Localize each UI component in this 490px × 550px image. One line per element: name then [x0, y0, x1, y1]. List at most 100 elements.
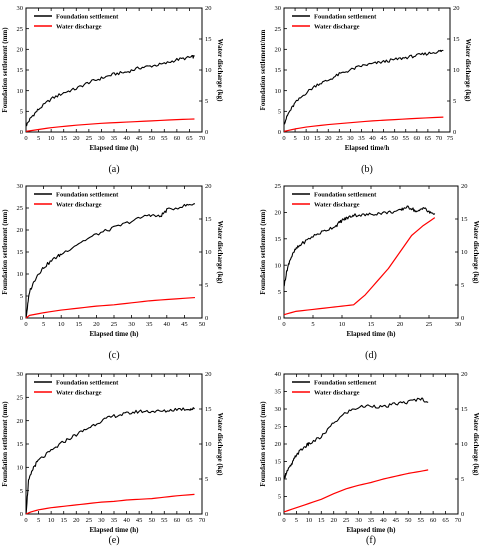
- y-tick-label: 5: [20, 488, 23, 495]
- y-tick-label: 15: [17, 441, 24, 448]
- x-tick-label: 20: [325, 135, 332, 142]
- y2-tick-label: 20: [461, 183, 468, 190]
- x-tick-label: 70: [199, 135, 206, 142]
- x-tick-label: 5: [311, 321, 314, 328]
- x-tick-label: 50: [391, 135, 398, 142]
- x-tick-label: 25: [111, 321, 118, 328]
- y-tick-label: 25: [17, 395, 24, 402]
- x-tick-label: 70: [199, 517, 206, 524]
- x-axis-label: Elapsed time (h): [90, 526, 140, 534]
- x-tick-label: 35: [358, 135, 365, 142]
- x-tick-label: 70: [436, 135, 443, 142]
- legend-label: Water discharge: [56, 389, 102, 396]
- y-tick-label: 5: [278, 494, 281, 501]
- x-tick-label: 15: [368, 321, 375, 328]
- x-tick-label: 0: [282, 517, 285, 524]
- series-line-foundation-settlement: [283, 397, 429, 480]
- y-tick-label: 25: [275, 26, 282, 33]
- plot-frame: [25, 7, 203, 133]
- plot-frame: [283, 185, 459, 319]
- y2-tick-label: 0: [205, 129, 208, 136]
- x-tick-label: 10: [48, 135, 55, 142]
- x-tick-label: 20: [93, 321, 100, 328]
- y-tick-label: 0: [20, 129, 23, 136]
- x-tick-label: 15: [76, 321, 83, 328]
- y-tick-label: 0: [278, 129, 281, 136]
- x-tick-label: 60: [174, 517, 181, 524]
- x-tick-label: 65: [425, 135, 432, 142]
- y2-tick-label: 15: [205, 36, 212, 43]
- y-tick-label: 20: [17, 227, 24, 234]
- x-axis-label: Elapsed time (h): [347, 526, 397, 534]
- y2-tick-label: 10: [461, 249, 468, 256]
- legend-label: Foundation settlement: [56, 379, 119, 386]
- y-tick-label: 10: [275, 476, 282, 483]
- x-tick-label: 5: [42, 321, 45, 328]
- series-line-water-discharge: [25, 493, 195, 515]
- y2-tick-label: 15: [461, 406, 468, 413]
- x-tick-label: 0: [24, 135, 27, 142]
- x-tick-label: 40: [164, 321, 171, 328]
- x-axis-label: Elapsed time/h: [345, 144, 390, 152]
- y-tick-label: 10: [17, 465, 24, 472]
- y2-tick-label: 10: [205, 441, 212, 448]
- x-axis-label: Elapsed time (h): [90, 144, 140, 152]
- y-tick-label: 30: [17, 5, 24, 12]
- y2-tick-label: 5: [205, 98, 208, 105]
- x-tick-label: 40: [369, 135, 376, 142]
- x-tick-label: 25: [343, 517, 350, 524]
- y2-axis-label: Water discharge (kg): [216, 39, 224, 103]
- x-tick-label: 30: [455, 321, 462, 328]
- x-tick-label: 20: [330, 517, 337, 524]
- x-tick-label: 60: [430, 517, 437, 524]
- y-axis-label: Foundation settlement (mm): [259, 401, 267, 487]
- x-tick-label: 25: [426, 321, 433, 328]
- y2-tick-label: 5: [205, 476, 208, 483]
- y-axis-label: Foundation settlement (mm): [259, 209, 267, 295]
- panel-caption: (f): [366, 535, 376, 546]
- y-tick-label: 15: [275, 236, 282, 243]
- plot-frame: [25, 185, 203, 319]
- x-tick-label: 10: [339, 321, 346, 328]
- y2-tick-label: 10: [205, 67, 212, 74]
- series-line-water-discharge: [283, 217, 436, 316]
- x-tick-label: 30: [98, 135, 105, 142]
- x-tick-label: 10: [48, 517, 55, 524]
- x-tick-label: 35: [111, 135, 118, 142]
- x-tick-label: 20: [73, 517, 80, 524]
- y2-tick-label: 5: [461, 282, 464, 289]
- x-tick-label: 5: [37, 517, 40, 524]
- y-tick-label: 10: [17, 88, 24, 95]
- series-line-foundation-settlement: [283, 205, 436, 287]
- y2-tick-label: 20: [205, 183, 212, 190]
- x-axis-label: Elapsed time (h): [347, 330, 397, 338]
- y2-tick-label: 20: [205, 371, 212, 378]
- series-line-water-discharge: [25, 118, 195, 132]
- y-tick-label: 20: [17, 47, 24, 54]
- x-tick-label: 50: [199, 321, 206, 328]
- y-tick-label: 25: [275, 424, 282, 431]
- x-tick-label: 20: [73, 135, 80, 142]
- x-tick-label: 65: [186, 135, 193, 142]
- x-tick-label: 45: [380, 135, 387, 142]
- x-tick-label: 15: [60, 517, 67, 524]
- y-tick-label: 15: [17, 67, 24, 74]
- y2-tick-label: 10: [461, 441, 468, 448]
- chart-panel-e: 0 5 10 15 20 25 30 35 40 45 50 55 60 65 70051015202530…: [1, 371, 224, 546]
- x-tick-label: 30: [128, 321, 135, 328]
- y-tick-label: 0: [278, 511, 281, 518]
- legend-label: Foundation settlement: [314, 13, 377, 20]
- x-tick-label: 55: [161, 135, 168, 142]
- y2-tick-label: 20: [461, 371, 468, 378]
- y2-axis-label: Water discharge (kg): [464, 39, 472, 103]
- y-tick-label: 10: [275, 88, 282, 95]
- panel-caption: (d): [365, 350, 377, 361]
- y-tick-label: 0: [278, 315, 281, 322]
- chart-panel-b: 0 5 10 15 20 25 30 35 40 45 50 55 60 65 70 750510152025…: [259, 5, 472, 175]
- y2-tick-label: 5: [461, 476, 464, 483]
- x-tick-label: 75: [447, 135, 454, 142]
- y-tick-label: 15: [275, 67, 282, 74]
- y2-tick-label: 15: [461, 216, 468, 223]
